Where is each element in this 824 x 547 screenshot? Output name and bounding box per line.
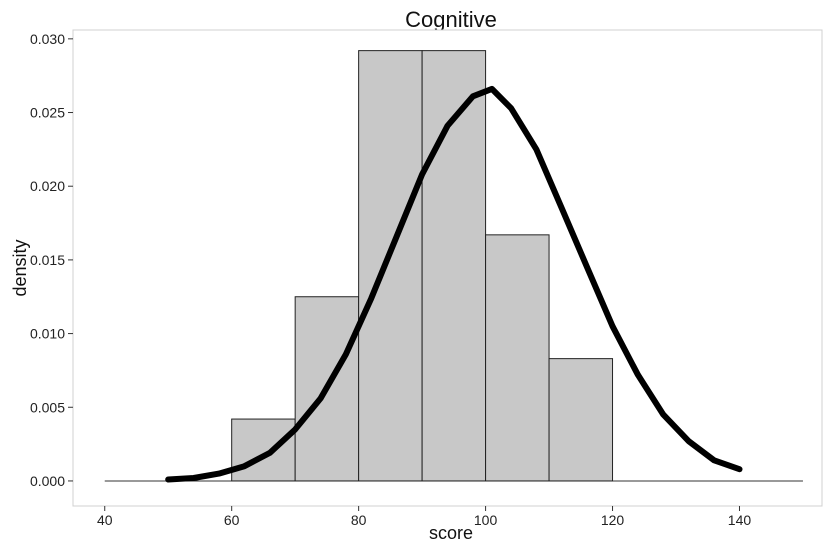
histogram-bar-1 (231, 418, 296, 482)
histogram-bar-5 (485, 234, 550, 482)
histogram-bar-6 (548, 358, 614, 482)
x-axis-title: score (429, 523, 473, 543)
y-axis: 0.000 0.005 0.010 0.015 0.020 0.025 0.030 (30, 31, 73, 489)
chart-title: Cognitive (405, 7, 497, 32)
y-tick-label: 0.005 (30, 399, 65, 415)
histogram-bar-3 (358, 50, 423, 482)
y-tick-label: 0.025 (30, 105, 65, 121)
x-tick-label: 60 (224, 512, 240, 528)
density-curve (165, 85, 743, 483)
y-tick-label: 0.010 (30, 326, 65, 342)
y-tick-label: 0.000 (30, 473, 65, 489)
x-axis: 40 60 80 100 120 140 (97, 506, 751, 528)
y-tick-label: 0.015 (30, 252, 65, 268)
x-tick-label: 40 (97, 512, 113, 528)
x-tick-label: 120 (601, 512, 625, 528)
x-tick-label: 140 (728, 512, 752, 528)
x-tick-label: 80 (351, 512, 367, 528)
y-axis-title: density (10, 239, 30, 296)
y-tick-label: 0.020 (30, 178, 65, 194)
y-tick-label: 0.030 (30, 31, 65, 47)
x-tick-label: 100 (474, 512, 498, 528)
